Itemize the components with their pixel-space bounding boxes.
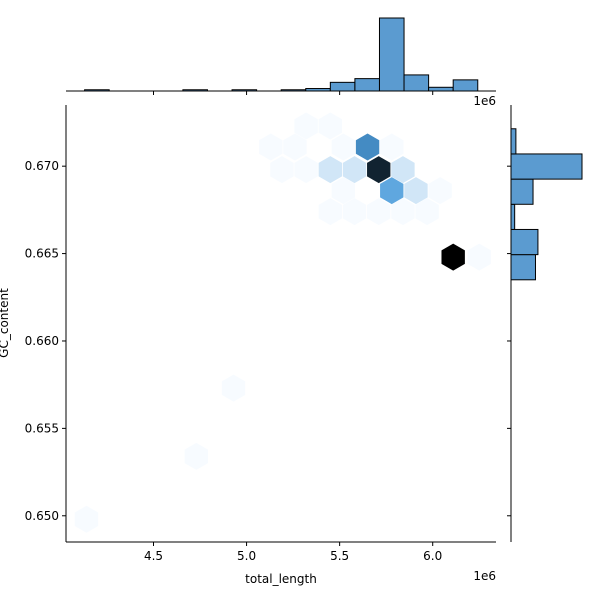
right-histogram-bar: [510, 153, 583, 180]
hexbin-cell: [367, 156, 391, 184]
hexbin-cell: [391, 198, 415, 226]
y-tick-label: 0.665: [25, 247, 59, 261]
right-marginal-histogram: [507, 105, 583, 542]
hexbin-cell: [74, 505, 99, 533]
hexbin-cell: [259, 133, 283, 161]
hexbin-layer: [74, 112, 491, 533]
hexbin-cell: [380, 133, 404, 161]
hexbin-cell: [294, 156, 318, 184]
hexbin-cell: [270, 156, 294, 184]
right-histogram-bar: [510, 128, 517, 155]
hexbin-cell: [342, 198, 367, 226]
hexbin-cell: [367, 198, 391, 226]
hexbin-cell: [391, 156, 415, 184]
hexbin-cell: [283, 133, 307, 161]
x-tick-label: 5.0: [237, 549, 256, 563]
hexbin-cell: [342, 156, 367, 184]
top-histogram-bar: [403, 74, 430, 92]
y-tick-label: 0.670: [25, 159, 59, 173]
hexbin-cell: [318, 156, 343, 184]
hexbin-cell: [404, 177, 428, 205]
x-axis-offset-label: 1e6: [473, 569, 496, 583]
joint-axes: 4.5 5.0 5.5 6.0 0.650 0.655 0.660 0.665 0.670 t…: [0, 105, 496, 586]
top-histogram-bar: [354, 78, 380, 92]
hexbin-cell: [355, 133, 380, 161]
hexbin-cell: [380, 177, 404, 205]
hexbin-cell: [318, 112, 343, 140]
hexbin-cell: [428, 177, 452, 205]
hexbin-cell: [467, 243, 491, 271]
hexbin-cell: [441, 243, 465, 271]
top-marginal-ticks: [152, 91, 434, 95]
top-marginal-histogram: 1e6: [66, 17, 496, 108]
hexbin-cell: [331, 177, 356, 205]
y-axis-label: GC_content: [0, 288, 11, 358]
x-tick-label: 4.5: [144, 549, 163, 563]
right-histogram-bar: [510, 228, 539, 256]
y-ticks: 0.650 0.655 0.660 0.665 0.670: [25, 159, 66, 523]
hexbin-cell: [294, 112, 318, 140]
hexbin-cell: [331, 133, 356, 161]
right-histogram-bar: [510, 203, 516, 230]
y-tick-label: 0.660: [25, 334, 59, 348]
hexbin-cell: [221, 374, 246, 402]
top-histogram-bar: [378, 17, 405, 92]
top-histogram-bar: [428, 86, 454, 92]
right-marginal-ticks: [507, 165, 511, 517]
right-histogram-bars: [510, 128, 583, 281]
hexbin-cell: [415, 198, 439, 226]
y-tick-label: 0.655: [25, 421, 59, 435]
y-tick-label: 0.650: [25, 509, 59, 523]
top-histogram-bar: [452, 79, 479, 92]
right-histogram-bar: [510, 178, 534, 205]
right-histogram-bar: [510, 254, 536, 281]
top-marginal-offset-label: 1e6: [473, 94, 496, 108]
x-ticks: 4.5 5.0 5.5 6.0: [144, 542, 442, 563]
x-tick-label: 5.5: [330, 549, 349, 563]
x-axis-label: total_length: [245, 572, 317, 586]
x-tick-label: 6.0: [423, 549, 442, 563]
top-histogram-bar: [329, 81, 356, 92]
hexbin-cell: [318, 198, 343, 226]
hexbin-cell: [184, 442, 208, 470]
